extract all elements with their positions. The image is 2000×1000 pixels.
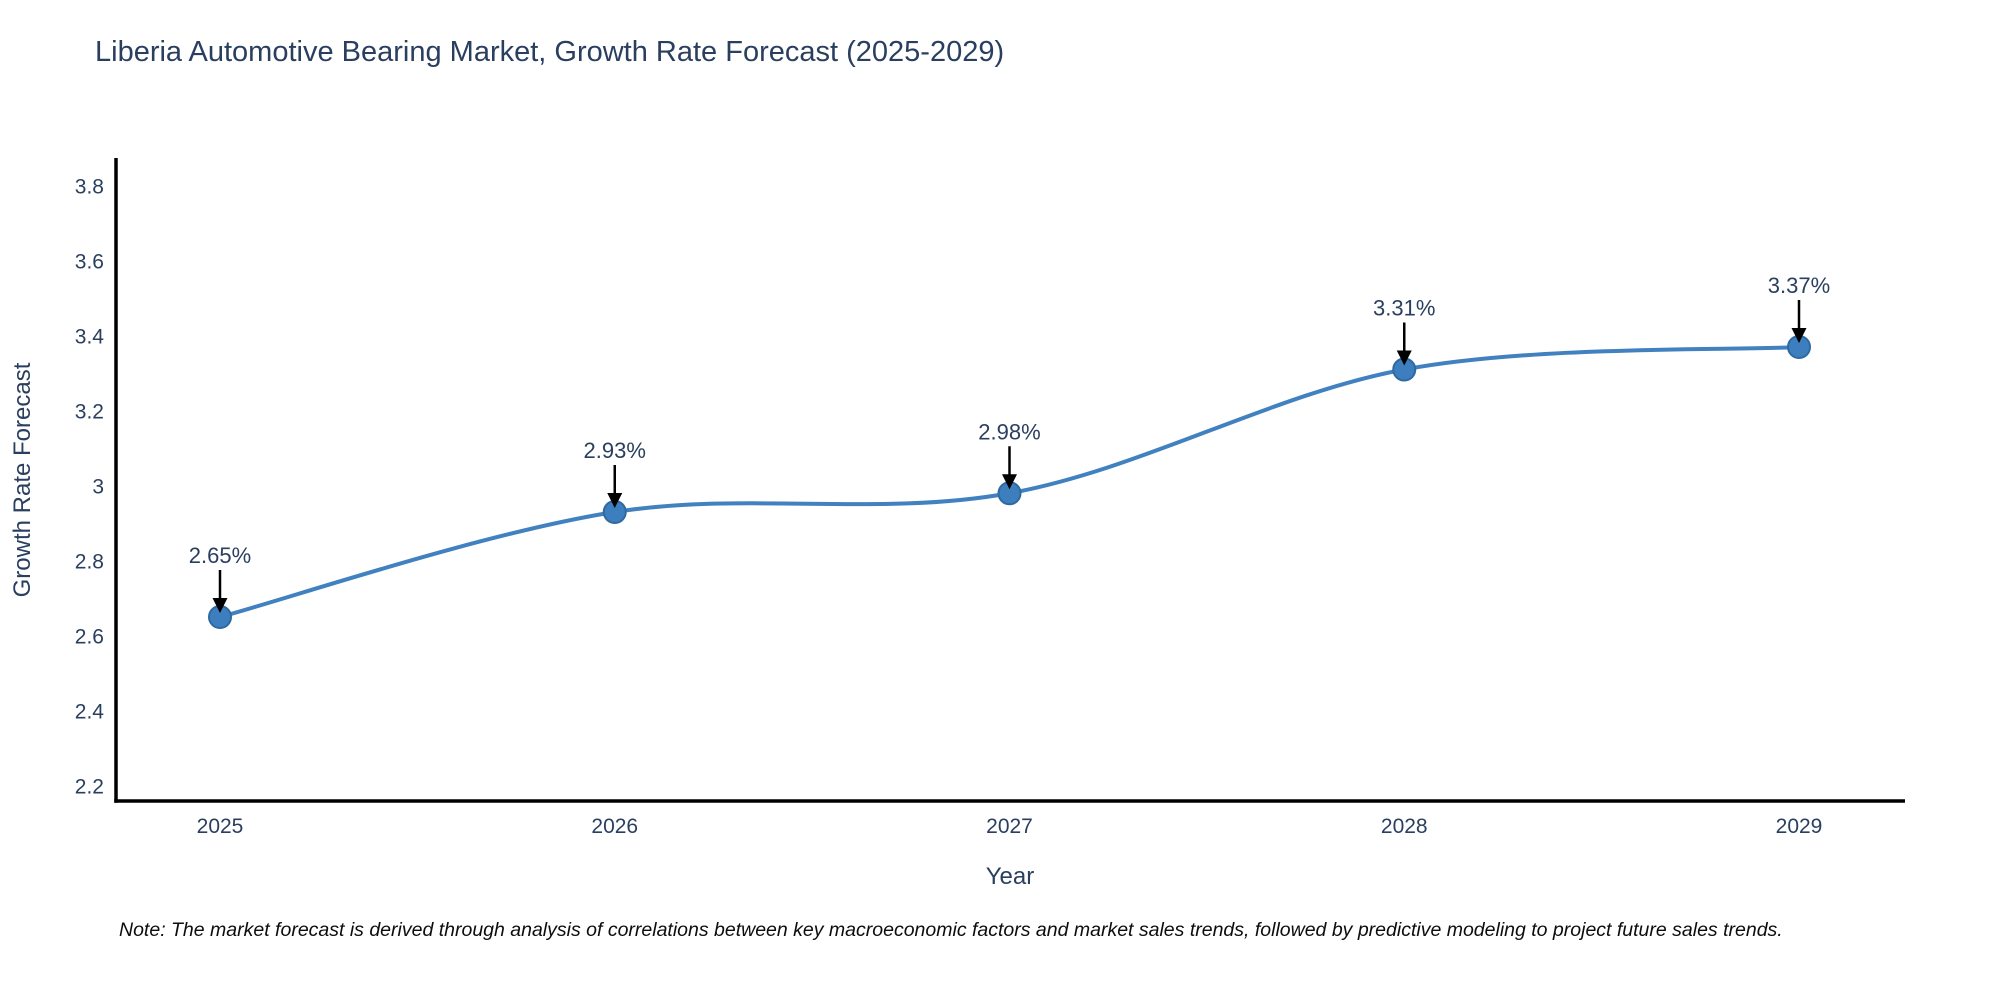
y-tick-label: 3.4 <box>75 325 105 348</box>
plot-area: 2.2 2.4 2.6 2.8 3 3.2 3.4 3.6 3.8 2025 2026 2027 202… <box>75 158 1905 838</box>
x-axis-title: Year <box>986 863 1035 890</box>
point-label: 2.98% <box>978 419 1040 444</box>
x-tick-label: 2028 <box>1381 815 1428 838</box>
annotation-arrowhead <box>1791 328 1807 343</box>
y-axis-title: Growth Rate Forecast <box>9 362 36 597</box>
point-label: 2.93% <box>584 438 646 463</box>
y-tick-label: 2.4 <box>75 700 105 723</box>
annotation-arrowhead <box>212 598 228 613</box>
x-tick-label: 2025 <box>197 815 244 838</box>
annotation-arrowhead <box>1396 350 1412 366</box>
y-tick-label: 2.8 <box>75 550 104 573</box>
annotation-arrowhead <box>607 493 623 508</box>
annotation-arrowhead <box>1002 474 1017 490</box>
y-tick-label: 3 <box>92 475 104 498</box>
point-label: 3.37% <box>1768 273 1830 298</box>
y-tick-label: 2.6 <box>75 625 104 648</box>
chart-title: Liberia Automotive Bearing Market, Growt… <box>95 36 1005 68</box>
y-tick-label: 3.6 <box>75 250 104 273</box>
point-label: 3.31% <box>1373 296 1435 321</box>
footnote: Note: The market forecast is derived thr… <box>119 919 1783 941</box>
point-label: 2.65% <box>189 543 251 568</box>
x-tick-label: 2027 <box>986 815 1033 838</box>
x-tick-label: 2029 <box>1776 815 1823 838</box>
y-tick-label: 2.2 <box>75 775 104 798</box>
y-tick-label: 3.8 <box>75 175 104 198</box>
x-tick-label: 2026 <box>591 815 638 838</box>
y-tick-label: 3.2 <box>75 400 104 423</box>
